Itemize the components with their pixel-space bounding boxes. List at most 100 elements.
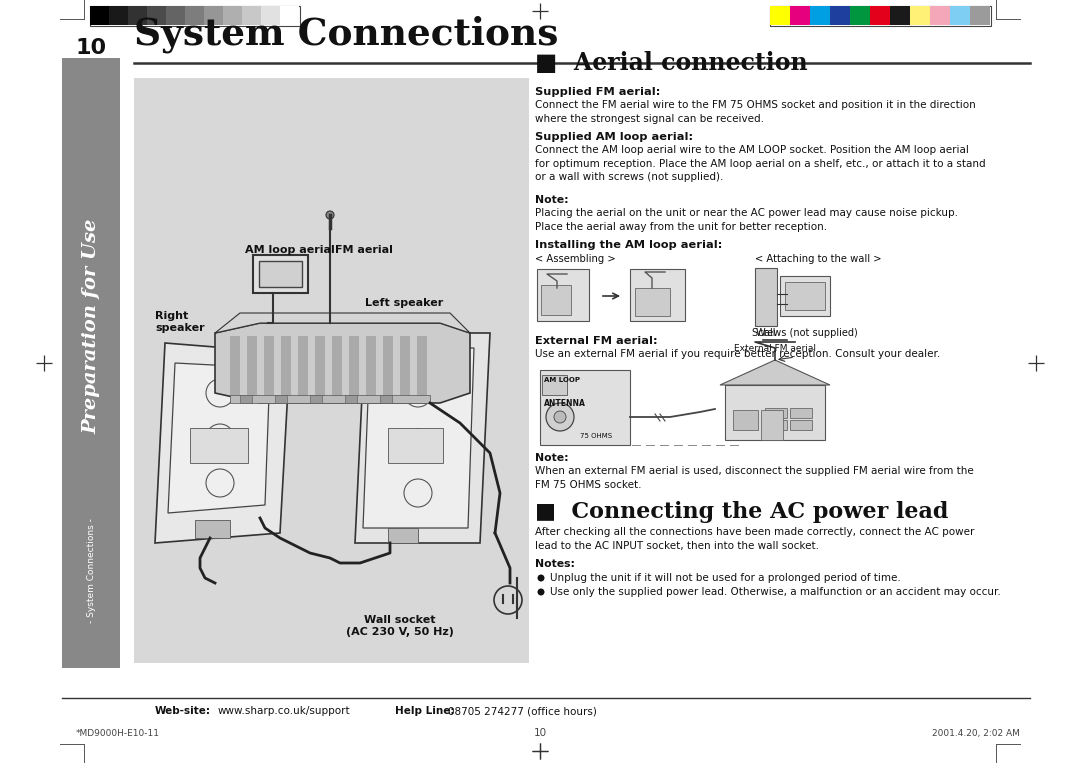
Text: Supplied AM loop aerial:: Supplied AM loop aerial: xyxy=(535,132,693,142)
Text: AM LOOP: AM LOOP xyxy=(544,377,580,383)
Text: Wall socket
(AC 230 V, 50 Hz): Wall socket (AC 230 V, 50 Hz) xyxy=(346,615,454,636)
Circle shape xyxy=(494,586,522,614)
Text: FM aerial: FM aerial xyxy=(335,245,393,255)
Polygon shape xyxy=(168,363,270,513)
Text: Left speaker: Left speaker xyxy=(365,298,443,308)
Text: Wall: Wall xyxy=(756,328,777,338)
Text: ■  Aerial connection: ■ Aerial connection xyxy=(535,51,808,75)
Text: Preparation for Use: Preparation for Use xyxy=(82,219,100,434)
Bar xyxy=(380,395,392,403)
Polygon shape xyxy=(363,348,474,528)
Bar xyxy=(789,420,812,430)
Bar xyxy=(970,6,990,25)
Bar xyxy=(264,336,274,396)
Polygon shape xyxy=(215,323,470,403)
Bar xyxy=(366,336,376,396)
Bar xyxy=(109,6,129,25)
Bar xyxy=(147,6,166,25)
Text: External FM aerial:: External FM aerial: xyxy=(535,336,658,346)
Text: Screws (not supplied): Screws (not supplied) xyxy=(752,328,858,338)
Bar xyxy=(190,428,248,463)
Text: www.sharp.co.uk/support: www.sharp.co.uk/support xyxy=(218,706,351,716)
Text: External FM aerial: External FM aerial xyxy=(734,344,816,353)
Bar xyxy=(537,269,589,321)
Bar xyxy=(345,395,357,403)
Polygon shape xyxy=(720,360,831,385)
Text: 2001.4.20, 2:02 AM: 2001.4.20, 2:02 AM xyxy=(932,729,1020,738)
Text: When an external FM aerial is used, disconnect the supplied FM aerial wire from : When an external FM aerial is used, disc… xyxy=(535,466,974,490)
Bar xyxy=(195,520,230,538)
Bar xyxy=(134,78,529,663)
Bar xyxy=(253,255,308,293)
Polygon shape xyxy=(215,313,470,333)
Text: *MD9000H-E10-11: *MD9000H-E10-11 xyxy=(76,729,160,738)
Bar xyxy=(388,528,418,543)
Bar xyxy=(910,6,930,25)
Bar xyxy=(930,6,950,25)
Bar xyxy=(230,336,240,396)
Bar xyxy=(281,336,291,396)
Bar xyxy=(770,6,789,25)
Text: After checking all the connections have been made correctly, connect the AC powe: After checking all the connections have … xyxy=(535,527,974,551)
Bar xyxy=(789,408,812,418)
Text: System Connections: System Connections xyxy=(134,15,558,53)
Bar xyxy=(635,288,670,316)
Bar xyxy=(810,6,831,25)
Bar xyxy=(850,6,870,25)
Text: Web-site:: Web-site: xyxy=(156,706,211,716)
Text: Connect the FM aerial wire to the FM 75 OHMS socket and position it in the direc: Connect the FM aerial wire to the FM 75 … xyxy=(535,100,975,124)
Bar xyxy=(62,58,120,668)
Bar xyxy=(166,6,185,25)
Bar xyxy=(383,336,393,396)
Text: - System Connections -: - System Connections - xyxy=(86,518,95,623)
Text: Supplied FM aerial:: Supplied FM aerial: xyxy=(535,87,660,97)
Bar xyxy=(310,395,322,403)
Text: 75 OHMS: 75 OHMS xyxy=(580,433,612,439)
Bar xyxy=(222,6,242,25)
Bar xyxy=(185,6,204,25)
Bar xyxy=(769,5,990,25)
Bar xyxy=(725,385,825,440)
Bar xyxy=(298,336,308,396)
Bar xyxy=(765,420,787,430)
Bar xyxy=(870,6,890,25)
Bar xyxy=(90,6,109,25)
Polygon shape xyxy=(156,343,291,543)
Text: 10: 10 xyxy=(76,38,107,58)
Bar xyxy=(247,336,257,396)
Text: Placing the aerial on the unit or near the AC power lead may cause noise pickup.: Placing the aerial on the unit or near t… xyxy=(535,208,958,232)
Bar xyxy=(761,410,783,440)
Bar xyxy=(90,5,299,25)
Text: 10: 10 xyxy=(534,728,546,738)
Bar xyxy=(831,6,850,25)
Text: 08705 274277 (office hours): 08705 274277 (office hours) xyxy=(448,706,597,716)
Bar xyxy=(765,408,787,418)
Bar xyxy=(315,336,325,396)
Bar xyxy=(259,261,302,287)
Text: Installing the AM loop aerial:: Installing the AM loop aerial: xyxy=(535,240,723,250)
Bar xyxy=(242,6,261,25)
Bar xyxy=(540,370,630,445)
Polygon shape xyxy=(355,333,490,543)
Bar xyxy=(755,268,777,326)
Circle shape xyxy=(538,588,544,595)
Bar xyxy=(275,395,287,403)
Bar xyxy=(280,6,299,25)
Bar xyxy=(417,336,427,396)
Text: ANTENNA: ANTENNA xyxy=(544,399,585,408)
Bar xyxy=(261,6,280,25)
Bar xyxy=(388,428,443,463)
Bar xyxy=(890,6,910,25)
Text: Connect the AM loop aerial wire to the AM LOOP socket. Position the AM loop aeri: Connect the AM loop aerial wire to the A… xyxy=(535,145,986,182)
Text: ■  Connecting the AC power lead: ■ Connecting the AC power lead xyxy=(535,501,948,523)
Text: Help Line:: Help Line: xyxy=(395,706,455,716)
Bar xyxy=(332,336,342,396)
Bar xyxy=(230,395,430,403)
Bar xyxy=(630,269,685,321)
Text: Use an external FM aerial if you require better reception. Consult your dealer.: Use an external FM aerial if you require… xyxy=(535,349,941,359)
Bar xyxy=(785,282,825,310)
Text: Use only the supplied power lead. Otherwise, a malfunction or an accident may oc: Use only the supplied power lead. Otherw… xyxy=(550,587,1001,597)
Text: Notes:: Notes: xyxy=(535,559,575,569)
Bar xyxy=(542,375,567,395)
Circle shape xyxy=(546,403,573,431)
